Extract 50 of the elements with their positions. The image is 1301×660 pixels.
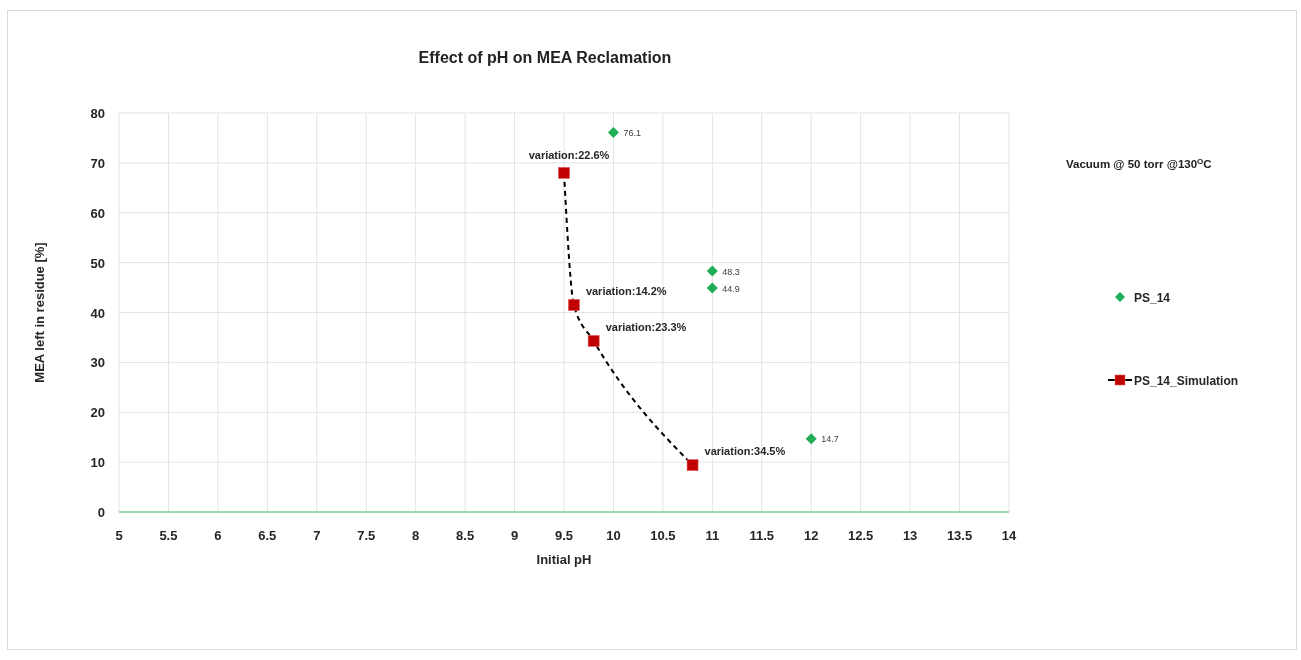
x-tick-label: 13.5 — [946, 528, 973, 543]
x-tick-label: 5.5 — [159, 528, 178, 543]
point — [587, 335, 600, 347]
x-tick-label: 11.5 — [749, 528, 775, 543]
point — [607, 126, 619, 138]
y-tick-label: 40 — [90, 305, 105, 321]
data-label: 48.3 — [722, 266, 740, 277]
x-tick-label: 11 — [705, 528, 720, 543]
x-tick-label: 10.5 — [650, 528, 676, 543]
y-tick-label: 30 — [90, 355, 105, 371]
y-tick-label: 70 — [90, 155, 105, 171]
annotation: variation:34.5% — [704, 445, 786, 458]
point — [706, 265, 718, 277]
data-label: 14.7 — [821, 434, 839, 445]
x-tick-label: 9 — [510, 528, 519, 543]
x-tick-label: 6.5 — [258, 528, 277, 543]
x-tick-label: 10 — [606, 528, 621, 543]
y-tick-label: 60 — [90, 205, 105, 221]
annotation: variation:23.3% — [605, 320, 687, 333]
legend-label: PS_14 — [1134, 290, 1171, 305]
x-axis-title: Initial pH — [536, 552, 592, 567]
x-tick-label: 5 — [115, 528, 123, 543]
point — [706, 282, 718, 294]
x-tick-label: 8.5 — [456, 528, 475, 543]
data-label: 76.1 — [623, 127, 641, 138]
y-tick-label: 10 — [90, 455, 105, 471]
y-tick-label: 20 — [90, 405, 105, 421]
y-tick-label: 80 — [90, 106, 105, 121]
x-tick-label: 14 — [1001, 528, 1017, 543]
y-tick-label: 0 — [97, 505, 105, 520]
point — [568, 299, 580, 311]
chart-title: Effect of pH on MEA Reclamation — [418, 49, 672, 66]
x-tick-label: 13 — [902, 528, 918, 543]
y-axis-title: MEA left in residue [%] — [32, 242, 47, 383]
x-tick-label: 9.5 — [554, 528, 574, 543]
x-tick-label: 12 — [803, 528, 819, 543]
point — [558, 167, 570, 179]
data-label: 44.9 — [722, 283, 740, 294]
x-tick-label: 8 — [412, 528, 420, 543]
annotation: variation:14.2% — [585, 285, 667, 298]
annotation: variation:22.6% — [528, 148, 610, 161]
x-tick-label: 7 — [313, 528, 321, 543]
text: Vacuum @ 50 torr @130$^{O}$C — [1066, 156, 1212, 170]
x-tick-label: 12.5 — [848, 528, 874, 543]
x-tick-label: 7.5 — [357, 528, 376, 543]
point — [686, 459, 699, 471]
y-tick-label: 50 — [90, 255, 105, 271]
legend-label: PS_14_Simulation — [1134, 373, 1239, 388]
x-tick-label: 6 — [214, 528, 222, 543]
point — [805, 433, 817, 445]
